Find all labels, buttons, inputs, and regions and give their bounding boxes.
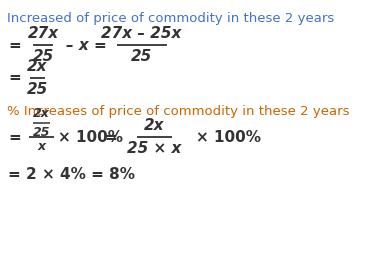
Text: x: x <box>38 140 46 153</box>
Text: =: = <box>9 130 21 144</box>
Text: Increased of price of commodity in these 2 years: Increased of price of commodity in these… <box>7 12 334 25</box>
Text: % Increases of price of commodity in these 2 years: % Increases of price of commodity in the… <box>7 105 349 118</box>
Text: 25 × x: 25 × x <box>127 141 181 156</box>
Text: – x =: – x = <box>66 38 107 52</box>
Text: = 2 × 4% = 8%: = 2 × 4% = 8% <box>9 167 135 182</box>
Text: =: = <box>104 130 117 144</box>
Text: × 100%: × 100% <box>58 130 123 144</box>
Text: 2x: 2x <box>33 107 50 120</box>
Text: 25: 25 <box>33 126 50 139</box>
Text: × 100%: × 100% <box>196 130 260 144</box>
Text: 2x: 2x <box>27 59 48 74</box>
Text: 27x: 27x <box>28 26 59 41</box>
Text: 27x – 25x: 27x – 25x <box>101 26 182 41</box>
Text: 25: 25 <box>33 49 54 64</box>
Text: =: = <box>9 70 21 86</box>
Text: 2x: 2x <box>144 118 164 133</box>
Text: 25: 25 <box>131 49 152 64</box>
Text: 25: 25 <box>27 82 48 97</box>
Text: =: = <box>9 38 21 52</box>
